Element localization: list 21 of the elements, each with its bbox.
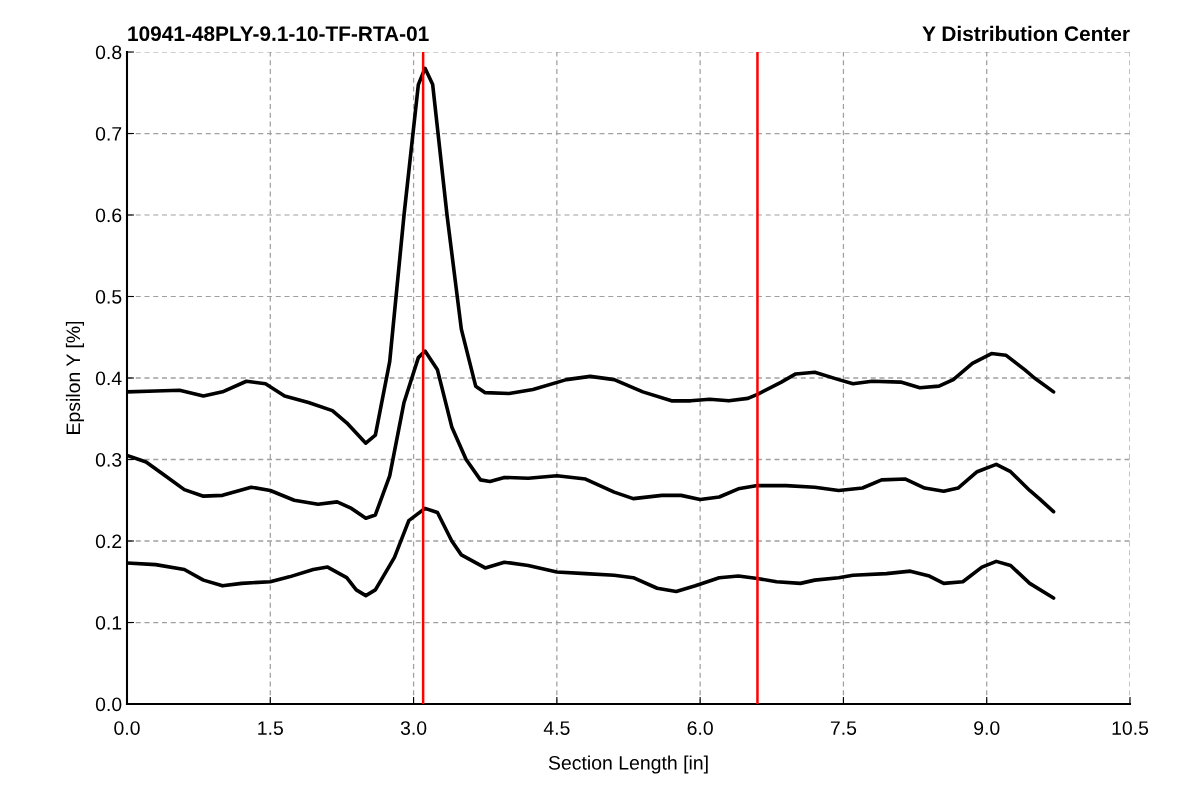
x-tick-label: 0.0 xyxy=(114,721,140,735)
y-tick-label: 0.5 xyxy=(95,289,122,304)
y-tick-label: 0.7 xyxy=(95,126,122,141)
x-tick-label: 10.5 xyxy=(1112,721,1149,735)
y-tick-label: 0.6 xyxy=(95,208,122,223)
y-tick-label: 0.1 xyxy=(95,615,122,630)
x-tick-label: 3.0 xyxy=(400,721,427,735)
y-tick-label: 0.3 xyxy=(95,452,122,467)
chart-title: 10941-48PLY-9.1-10-TF-RTA-01 xyxy=(128,26,429,42)
x-tick-label: 4.5 xyxy=(543,721,570,735)
x-tick-label: 6.0 xyxy=(687,721,713,735)
x-tick-label: 9.0 xyxy=(974,721,1000,735)
y-tick-label: 0.4 xyxy=(95,371,122,386)
x-axis-title: Section Length [in] xyxy=(548,755,708,774)
y-axis-title: Epsilon Y [%] xyxy=(65,321,84,434)
y-tick-label: 0.2 xyxy=(95,534,122,549)
x-tick-label: 7.5 xyxy=(830,721,857,735)
chart-subtitle: Y Distribution Center xyxy=(922,25,1130,42)
y-tick-label: 0.0 xyxy=(95,697,122,712)
y-tick-label: 0.8 xyxy=(95,45,122,60)
x-tick-label: 1.5 xyxy=(258,721,283,735)
